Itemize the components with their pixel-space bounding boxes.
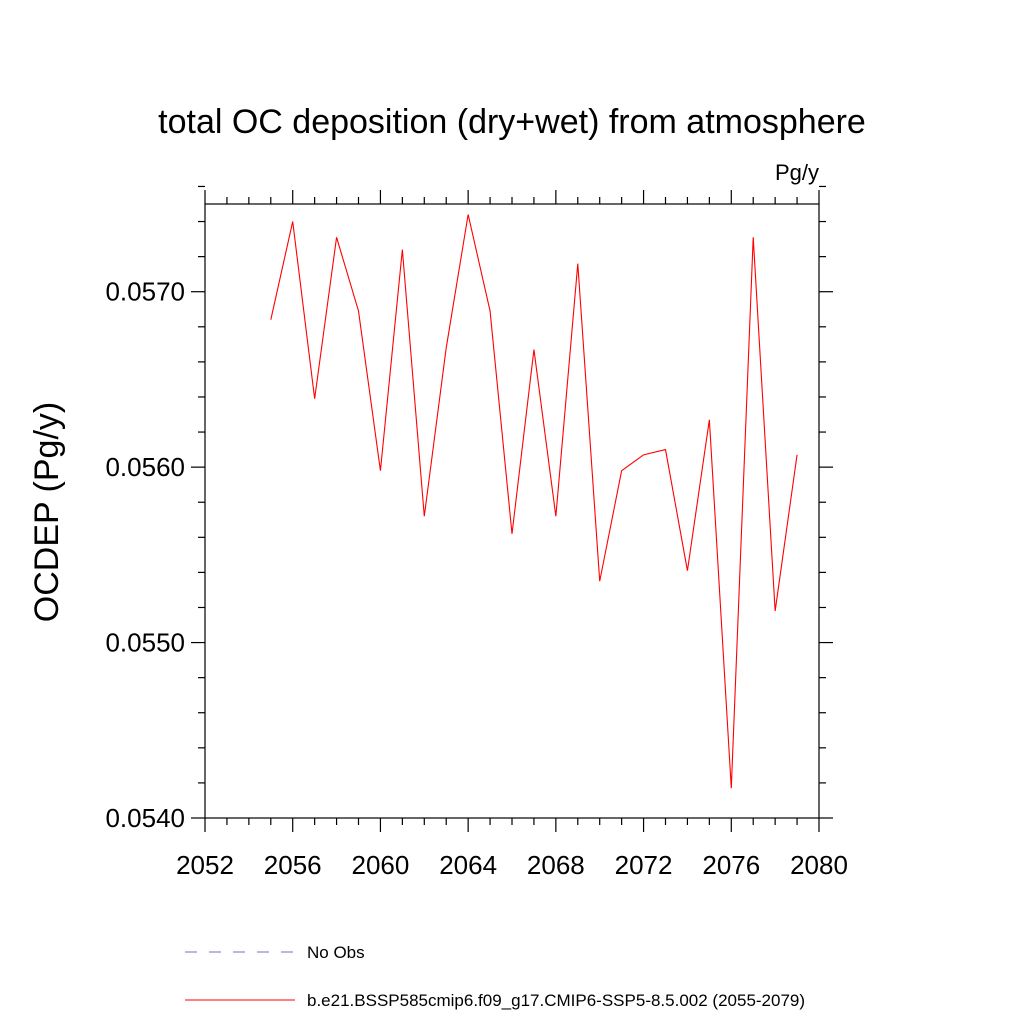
series-line	[270, 214, 798, 789]
x-tick-label: 2072	[615, 850, 673, 880]
units-label: Pg/y	[775, 160, 819, 185]
legend: No Obs b.e21.BSSP585cmip6.f09_g17.CMIP6-…	[185, 943, 805, 1010]
chart-title: total OC deposition (dry+wet) from atmos…	[158, 103, 866, 141]
y-axis-label: OCDEP (Pg/y)	[28, 402, 66, 622]
y-tick-label: 0.0570	[105, 277, 185, 307]
legend-label-ssp585: b.e21.BSSP585cmip6.f09_g17.CMIP6-SSP5-8.…	[307, 991, 805, 1010]
legend-label-no-obs: No Obs	[307, 943, 365, 962]
x-tick-label: 2068	[527, 850, 585, 880]
series-layer	[270, 214, 798, 789]
x-tick-label: 2052	[176, 850, 234, 880]
y-tick-label: 0.0540	[105, 803, 185, 833]
x-tick-label: 2056	[264, 850, 322, 880]
y-tick-label: 0.0560	[105, 452, 185, 482]
x-tick-label: 2060	[352, 850, 410, 880]
x-tick-label: 2064	[439, 850, 497, 880]
x-tick-label: 2080	[790, 850, 848, 880]
axis-tick-labels: 2052 2056 2060 2064 2068 2072 2076 2080 0.0540 0.…	[105, 277, 847, 880]
plot-frame	[204, 203, 820, 819]
axis-ticks	[191, 185, 833, 832]
x-tick-label: 2076	[702, 850, 760, 880]
y-tick-label: 0.0550	[105, 628, 185, 658]
